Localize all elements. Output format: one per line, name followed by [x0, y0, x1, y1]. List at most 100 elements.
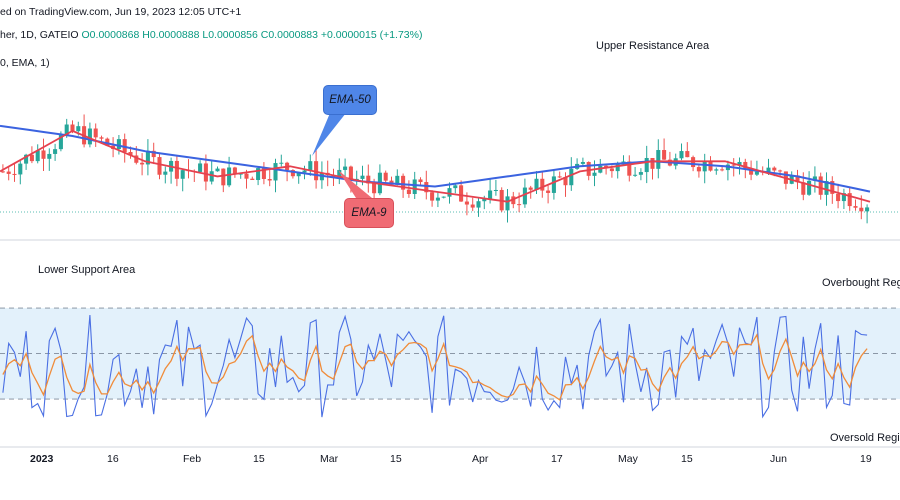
ohlc-values: O0.0000868 H0.0000888 L0.0000856 C0.0000…	[81, 29, 423, 41]
candle-body	[418, 179, 423, 183]
candle-body	[87, 128, 92, 145]
candle-body	[841, 193, 846, 202]
candle-body	[627, 161, 632, 176]
candle-body	[447, 188, 452, 197]
candle-body	[302, 170, 307, 173]
x-tick-label: Feb	[183, 453, 202, 465]
ema9-callout-text: EMA-9	[351, 207, 387, 219]
candle-body	[528, 187, 533, 190]
overbought-label: Overbought Regi	[822, 277, 900, 289]
candle-body	[53, 149, 58, 154]
candle-body	[203, 163, 208, 182]
candle-body	[702, 160, 707, 172]
oversold-label: Oversold Regi	[830, 432, 900, 444]
candle-body	[847, 193, 852, 207]
candle-body	[151, 150, 156, 158]
candle-body	[644, 157, 649, 173]
x-tick-label: May	[618, 453, 638, 465]
rsi-slow-line	[2, 333, 868, 401]
candle-body	[586, 161, 591, 176]
candle-body	[76, 126, 81, 132]
candle-body	[557, 176, 562, 178]
candle-body	[134, 155, 139, 163]
x-tick-label: Jun	[770, 453, 787, 465]
candle-body	[366, 175, 371, 184]
indicator-info-line: 0, EMA, 1)	[0, 57, 50, 69]
candle-body	[696, 167, 701, 172]
candle-body	[563, 177, 568, 186]
candle-body	[609, 168, 614, 172]
candle-body	[360, 175, 365, 179]
candle-body	[731, 164, 736, 166]
ema50-line	[0, 124, 871, 193]
candle-body	[273, 163, 278, 181]
candle-body	[163, 171, 168, 175]
candle-body	[865, 207, 870, 212]
candle-body	[685, 151, 690, 158]
lower-support-label: Lower Support Area	[38, 264, 136, 276]
candle-body	[517, 204, 522, 206]
candle-body	[580, 161, 585, 164]
candle-body	[493, 189, 498, 191]
upper-resistance-label: Upper Resistance Area	[596, 40, 710, 52]
candle-body	[29, 154, 34, 162]
x-tick-label: 15	[253, 453, 265, 465]
candle-body	[743, 161, 748, 169]
candle-body	[198, 163, 203, 172]
chart-publish-info: ed on TradingView.com, Jun 19, 2023 12:0…	[0, 6, 241, 18]
candle-body	[180, 170, 185, 179]
candle-body	[406, 189, 411, 194]
candle-body	[540, 178, 545, 191]
candle-body	[511, 196, 516, 205]
candle-body	[93, 128, 98, 138]
candle-body	[766, 167, 771, 173]
candle-body	[267, 179, 272, 181]
x-tick-label: 17	[551, 453, 563, 465]
candle-body	[836, 193, 841, 202]
candle-body	[505, 196, 510, 211]
candle-body	[70, 124, 75, 132]
candle-body	[279, 162, 284, 164]
candle-body	[830, 181, 835, 194]
x-tick-label: 16	[107, 453, 119, 465]
candle-body	[714, 169, 719, 171]
candle-body	[476, 201, 481, 208]
candle-body	[720, 169, 725, 171]
candle-body	[296, 172, 301, 177]
candle-body	[343, 166, 348, 170]
candle-body	[116, 139, 121, 150]
candle-body	[99, 137, 104, 139]
ema50-callout-pointer	[312, 113, 346, 156]
candle-body	[812, 176, 817, 181]
candle-body	[232, 167, 237, 175]
candle-body	[818, 176, 823, 195]
candle-body	[372, 183, 377, 194]
candle-body	[807, 180, 812, 195]
candle-body	[337, 169, 342, 178]
candle-body	[221, 168, 226, 186]
candle-body	[12, 173, 17, 175]
ema9-callout: EMA-9	[344, 198, 394, 228]
candle-body	[459, 185, 464, 202]
candle-body	[401, 175, 406, 190]
candle-body	[853, 206, 858, 208]
symbol-info-line: her, 1D, GATEIO O0.0000868 H0.0000888 L0…	[0, 29, 422, 41]
candle-body	[140, 162, 145, 165]
candle-body	[737, 161, 742, 166]
ema50-callout: EMA-50	[323, 85, 377, 115]
candle-body	[174, 160, 179, 179]
candle-body	[801, 182, 806, 195]
candle-body	[470, 204, 475, 208]
x-tick-label: 2023	[30, 453, 54, 465]
candle-body	[778, 170, 783, 172]
candle-body	[145, 150, 150, 165]
candle-body	[47, 153, 52, 159]
candle-body	[488, 190, 493, 199]
candle-body	[453, 185, 458, 189]
candle-body	[592, 172, 597, 176]
candle-body	[209, 171, 214, 182]
candle-body	[638, 172, 643, 175]
candle-body	[679, 151, 684, 159]
candle-body	[128, 151, 133, 156]
